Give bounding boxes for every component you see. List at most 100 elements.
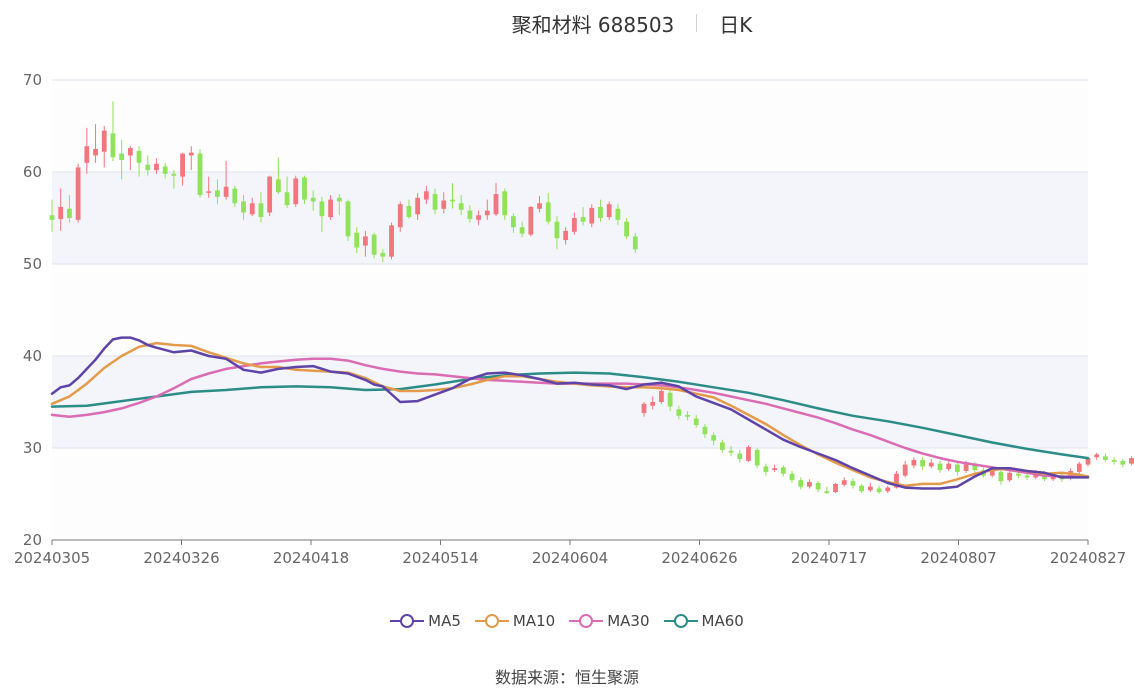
candle-body <box>719 442 725 450</box>
candle-body <box>136 150 142 163</box>
candle-body <box>127 148 133 156</box>
candle-body <box>746 447 751 461</box>
candle-body <box>389 225 394 257</box>
candle-body <box>702 426 708 435</box>
candle-body <box>232 188 238 204</box>
candle-body <box>589 207 595 224</box>
candle-body <box>545 202 551 222</box>
legend-item-ma60[interactable]: MA60 <box>663 612 744 630</box>
candle-body <box>58 206 64 219</box>
candle-body <box>563 230 569 241</box>
candle-body <box>171 173 177 176</box>
candle-body <box>711 435 717 441</box>
candle-body <box>1076 463 1082 472</box>
candle-body <box>511 216 516 228</box>
candle-body <box>380 252 386 257</box>
candle-body <box>580 217 586 222</box>
legend-label-ma30: MA30 <box>607 612 650 630</box>
candle-body <box>84 146 90 163</box>
y-tick-label: 20 <box>23 531 42 549</box>
x-tick-label: 20240514 <box>402 549 478 567</box>
candle-body <box>432 194 438 210</box>
candle-body <box>1024 475 1030 478</box>
candle-body <box>241 201 246 213</box>
candle-body <box>885 487 891 492</box>
candle-body <box>920 459 925 467</box>
candle-body <box>441 200 447 209</box>
ma5-legend-marker <box>390 614 425 628</box>
candle-body <box>493 194 499 215</box>
candle-body <box>258 203 264 218</box>
candle-body <box>502 191 508 216</box>
candle-body <box>928 462 934 467</box>
candle-body <box>824 491 830 494</box>
candle-body <box>484 210 490 216</box>
x-tick-label: 20240604 <box>532 549 608 567</box>
x-tick-label: 20240827 <box>1050 549 1126 567</box>
x-tick-label: 20240418 <box>273 549 349 567</box>
candle-body <box>789 473 795 481</box>
candle-body <box>833 483 838 493</box>
legend-item-ma5[interactable]: MA5 <box>390 612 461 630</box>
candle-body <box>328 199 333 218</box>
ma10-legend-marker <box>474 614 509 628</box>
candle-body <box>354 232 360 248</box>
y-tick-label: 50 <box>23 255 42 273</box>
candle-body <box>1015 473 1021 476</box>
candle-body <box>223 186 229 197</box>
legend-label-ma5: MA5 <box>428 612 461 630</box>
legend-item-ma10[interactable]: MA10 <box>474 612 555 630</box>
candle-body <box>867 486 873 491</box>
candle-body <box>345 201 351 237</box>
x-tick-label: 20240326 <box>143 549 219 567</box>
candle-body <box>284 192 290 206</box>
candle-body <box>972 463 978 471</box>
candle-body <box>75 167 81 220</box>
candle-body <box>571 218 577 232</box>
candle-body <box>119 153 125 161</box>
data-source: 数据来源：恒生聚源 <box>0 664 1134 688</box>
candle-body <box>641 403 647 414</box>
candle-body <box>162 166 168 174</box>
legend-item-ma30[interactable]: MA30 <box>569 612 650 630</box>
candle-body <box>763 466 769 472</box>
candle-body <box>450 199 455 202</box>
candle-body <box>876 488 882 493</box>
x-tick-label: 20240807 <box>920 549 996 567</box>
y-tick-label: 40 <box>23 347 42 365</box>
grid-band <box>52 172 1088 264</box>
candle-body <box>215 190 220 197</box>
y-tick-label: 70 <box>23 71 42 89</box>
candle-body <box>188 152 194 156</box>
candle-body <box>302 177 307 200</box>
candle-body <box>963 463 969 471</box>
candle-body <box>1007 472 1013 481</box>
ma60-legend-marker <box>663 614 698 628</box>
candle-body <box>728 450 734 453</box>
grid-band <box>52 80 1088 172</box>
candle-body <box>685 414 690 417</box>
ma30-legend-marker <box>569 614 604 628</box>
candle-body <box>67 208 72 218</box>
candle-body <box>93 149 98 156</box>
candle-body <box>145 164 151 171</box>
candle-body <box>798 480 804 487</box>
candle-body <box>1120 460 1126 465</box>
series-line-ma60 <box>50 371 1090 460</box>
candle-body <box>606 204 612 218</box>
candle-body <box>336 197 342 202</box>
candle-body <box>911 459 917 466</box>
candle-body <box>841 480 847 485</box>
candle-body <box>371 234 377 255</box>
candle-body <box>780 467 786 474</box>
candle-body <box>737 453 743 460</box>
candlestick-chart: 20 30 40 50 60 70 20240305 20240326 20240418 2024… <box>14 71 1134 567</box>
y-tick-label: 30 <box>23 439 42 457</box>
candle-body <box>955 464 960 472</box>
candle-body <box>598 206 603 218</box>
x-tick-label: 20240305 <box>14 549 90 567</box>
candle-body <box>197 153 203 195</box>
x-tick-label: 20240717 <box>791 549 867 567</box>
legend-label-ma60: MA60 <box>701 612 744 630</box>
candle-body <box>1094 454 1100 458</box>
